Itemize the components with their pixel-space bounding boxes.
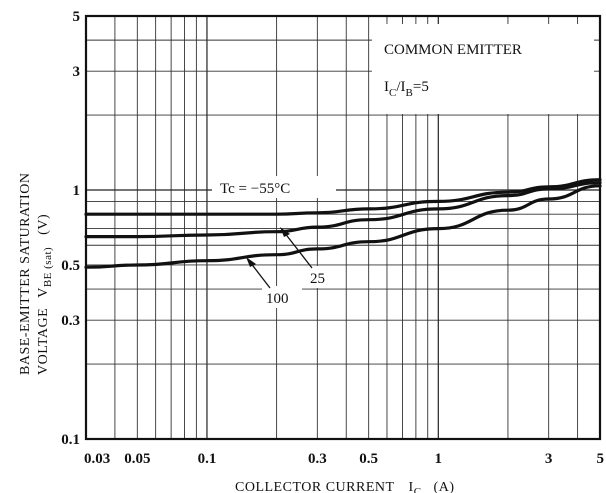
x-tick-label: 3 <box>545 451 553 467</box>
curve-label-25: 25 <box>310 271 325 287</box>
y-tick-label: 0.1 <box>61 432 80 448</box>
x-axis-symbol: I <box>409 480 414 493</box>
y-tick-label: 0.5 <box>61 258 80 274</box>
legend-ib-symbol: I <box>401 79 406 95</box>
curves <box>84 178 602 269</box>
x-tick-label: 0.05 <box>124 451 150 467</box>
y-axis-title-line1: BASE-EMITTER SATURATION <box>18 173 33 375</box>
y-axis-unit: (V) <box>36 214 51 235</box>
leader-100 <box>249 261 271 289</box>
legend-ib-sub: B <box>406 87 413 99</box>
x-axis-subscript: C <box>414 486 422 493</box>
x-tick-label: 0.5 <box>359 451 378 467</box>
plot-frame <box>84 14 602 441</box>
x-tick-label: 5 <box>597 451 605 467</box>
legend-ic-symbol: I <box>384 79 389 95</box>
series-line-1 <box>84 181 602 239</box>
leader-100-arrow <box>246 257 256 267</box>
x-axis-title: COLLECTOR CURRENT IC (A) <box>235 480 454 493</box>
legend-box <box>372 24 594 114</box>
y-axis-main: VOLTAGE <box>36 308 51 375</box>
series-line-2 <box>84 184 602 269</box>
legend-condition: IC/IB=5 <box>384 79 429 99</box>
leader-25-arrow <box>280 227 290 237</box>
x-tick-label: 0.03 <box>84 451 110 467</box>
x-tick-labels: 0.03 0.05 0.1 0.3 0.5 1 3 5 <box>84 451 604 467</box>
label-bg-55 <box>212 176 336 198</box>
curve-label-minus55: Tc = −55°C <box>220 181 290 197</box>
label-bg-100 <box>262 286 302 308</box>
y-axis-subscript: BE (sat) <box>42 247 54 287</box>
x-tick-label: 0.1 <box>198 451 217 467</box>
y-axis-symbol: V <box>36 287 51 298</box>
x-axis-unit: (A) <box>434 480 455 493</box>
y-tick-label: 5 <box>73 9 81 25</box>
y-tick-labels: 0.1 0.3 0.5 1 3 5 <box>61 9 80 448</box>
legend-ic-sub: C <box>389 87 396 99</box>
x-tick-label: 0.3 <box>308 451 327 467</box>
x-tick-label: 1 <box>435 451 443 467</box>
curve-label-100: 100 <box>266 291 289 307</box>
legend-title: COMMON EMITTER <box>384 42 522 58</box>
series-line-0 <box>84 178 602 216</box>
y-tick-label: 1 <box>73 183 81 199</box>
y-tick-label: 0.3 <box>61 313 80 329</box>
y-axis-title-line2: VOLTAGE VBE (sat) (V) <box>36 214 54 375</box>
legend-ratio-value: =5 <box>413 79 429 95</box>
leader-25 <box>283 231 313 269</box>
y-tick-label: 3 <box>73 64 81 80</box>
legend-sep: / <box>396 79 401 95</box>
x-axis-main: COLLECTOR CURRENT <box>235 480 395 493</box>
label-bg-25 <box>306 266 336 288</box>
